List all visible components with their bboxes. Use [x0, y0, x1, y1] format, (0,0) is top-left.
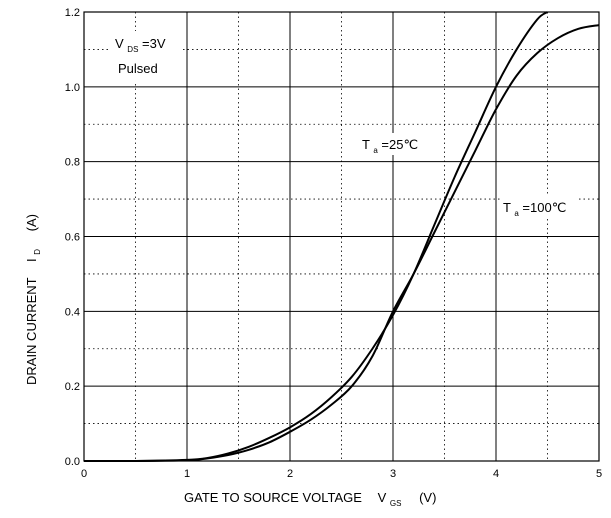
x-axis-label-main: GATE TO SOURCE VOLTAGE — [184, 490, 362, 505]
y-tick-label: 0.2 — [65, 381, 80, 393]
vds-condition: V DS =3V — [115, 36, 166, 55]
x-tick-label: 1 — [184, 468, 190, 480]
x-tick-labels: 0 1 2 3 4 5 — [81, 468, 602, 480]
y-axis-label-main: DRAIN CURRENT — [24, 277, 39, 385]
vds-sub: DS — [127, 45, 138, 54]
y-tick-label: 0.0 — [65, 456, 80, 468]
series-label-100c-value: =100℃ — [522, 200, 566, 215]
pulsed-condition: Pulsed — [118, 61, 158, 76]
y-axis-label-unit: (A) — [24, 214, 39, 231]
series-label-25c-text: T a =25℃ — [362, 137, 418, 156]
vds-value: =3V — [142, 36, 166, 51]
series-label-100c-sub: a — [514, 209, 519, 218]
y-tick-label: 0.4 — [65, 306, 80, 318]
x-axis-label-sub: GS — [390, 499, 402, 508]
x-tick-label: 5 — [596, 468, 602, 480]
series-label-25c-value: =25℃ — [381, 137, 418, 152]
grid-major — [84, 12, 599, 461]
x-axis-label: GATE TO SOURCE VOLTAGE V GS (V) — [184, 490, 436, 509]
series-label-100c: T a =100℃ — [501, 196, 577, 219]
y-axis-label: DRAIN CURRENT I D (A) — [24, 214, 43, 385]
y-tick-label: 0.8 — [65, 157, 80, 169]
series-layer — [84, 11, 599, 462]
condition-annotation: V DS =3V Pulsed — [110, 31, 182, 81]
y-tick-label: 0.6 — [65, 232, 80, 244]
y-tick-label: 1.0 — [65, 82, 80, 94]
y-tick-labels: 0.0 0.2 0.4 0.6 0.8 1.0 1.2 — [65, 7, 80, 468]
series-label-25c: T a =25℃ — [360, 133, 424, 156]
x-axis-label-symbol: V — [378, 490, 387, 505]
series-label-25c-symbol: T — [362, 137, 370, 152]
x-tick-label: 3 — [390, 468, 396, 480]
y-tick-label: 1.2 — [65, 7, 80, 19]
x-tick-label: 4 — [493, 468, 499, 480]
series-label-100c-text: T a =100℃ — [503, 200, 566, 219]
series-label-100c-symbol: T — [503, 200, 511, 215]
vds-symbol: V — [115, 36, 124, 51]
series-line-100c — [84, 24, 599, 462]
condition-annotation-bg — [110, 31, 182, 81]
y-axis-label-symbol: I — [24, 258, 39, 262]
series-label-100c-bg — [501, 196, 577, 218]
series-label-25c-bg — [360, 133, 424, 155]
series-label-25c-sub: a — [373, 146, 378, 155]
x-axis-label-unit: (V) — [419, 490, 436, 505]
y-axis-label-sub: D — [33, 249, 42, 255]
x-tick-label: 2 — [287, 468, 293, 480]
x-tick-label: 0 — [81, 468, 87, 480]
plot-frame — [83, 11, 600, 462]
